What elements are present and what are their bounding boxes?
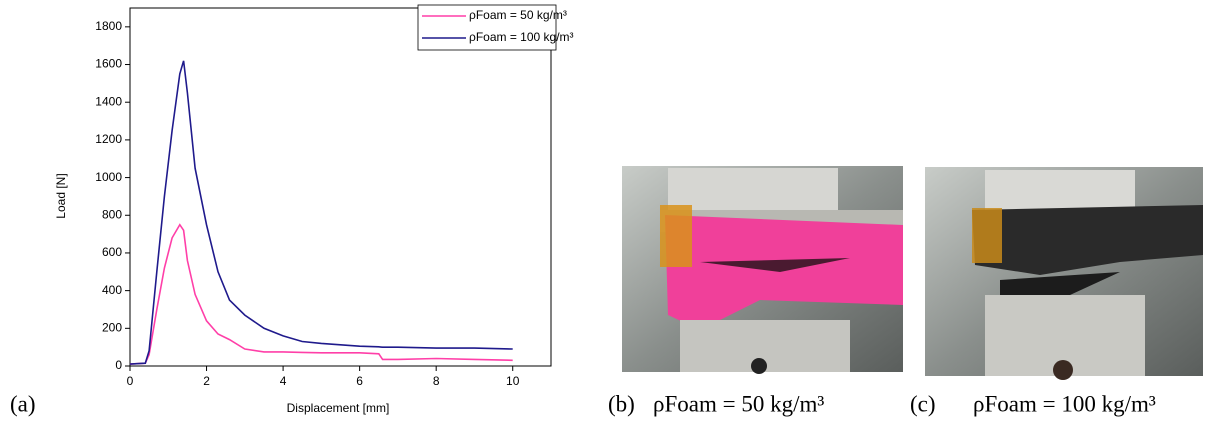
y-tick-label: 1200 xyxy=(95,132,122,146)
panel-caption: ρFoam = 50 kg/m³ xyxy=(653,391,824,416)
x-tick-label: 2 xyxy=(203,374,210,388)
x-tick-label: 10 xyxy=(506,374,520,388)
panel-label: (c) xyxy=(910,391,936,416)
photo-foam-50 xyxy=(622,166,903,374)
y-tick-label: 1400 xyxy=(95,94,122,108)
line xyxy=(129,223,513,365)
panel-caption: ρFoam = 100 kg/m³ xyxy=(973,391,1156,416)
legend-box xyxy=(417,4,557,51)
x-tick-label: 6 xyxy=(356,374,363,388)
panel-label: (a) xyxy=(10,391,36,416)
panel-label: (b) xyxy=(608,391,635,416)
x-tick-label: 8 xyxy=(433,374,440,388)
x-axis-label: Displacement [mm] xyxy=(287,401,390,415)
x-tick-label: 0 xyxy=(127,374,134,388)
x-tick-label: 4 xyxy=(280,374,287,388)
plot-frame xyxy=(129,7,552,367)
legend-label: ρFoam = 50 kg/m³ xyxy=(469,8,567,22)
y-tick-label: 600 xyxy=(102,245,122,259)
y-tick-label: 200 xyxy=(102,320,122,334)
y-tick-label: 400 xyxy=(102,283,122,297)
y-tick-label: 1000 xyxy=(95,170,122,184)
line xyxy=(129,60,513,365)
y-tick-label: 1800 xyxy=(95,19,122,33)
legend-label: ρFoam = 100 kg/m³ xyxy=(469,30,574,44)
photo-foam-100 xyxy=(925,167,1203,380)
y-tick-label: 1600 xyxy=(95,57,122,71)
y-axis-label: Load [N] xyxy=(54,173,68,218)
y-tick-label: 0 xyxy=(115,358,122,372)
y-tick-label: 800 xyxy=(102,207,122,221)
